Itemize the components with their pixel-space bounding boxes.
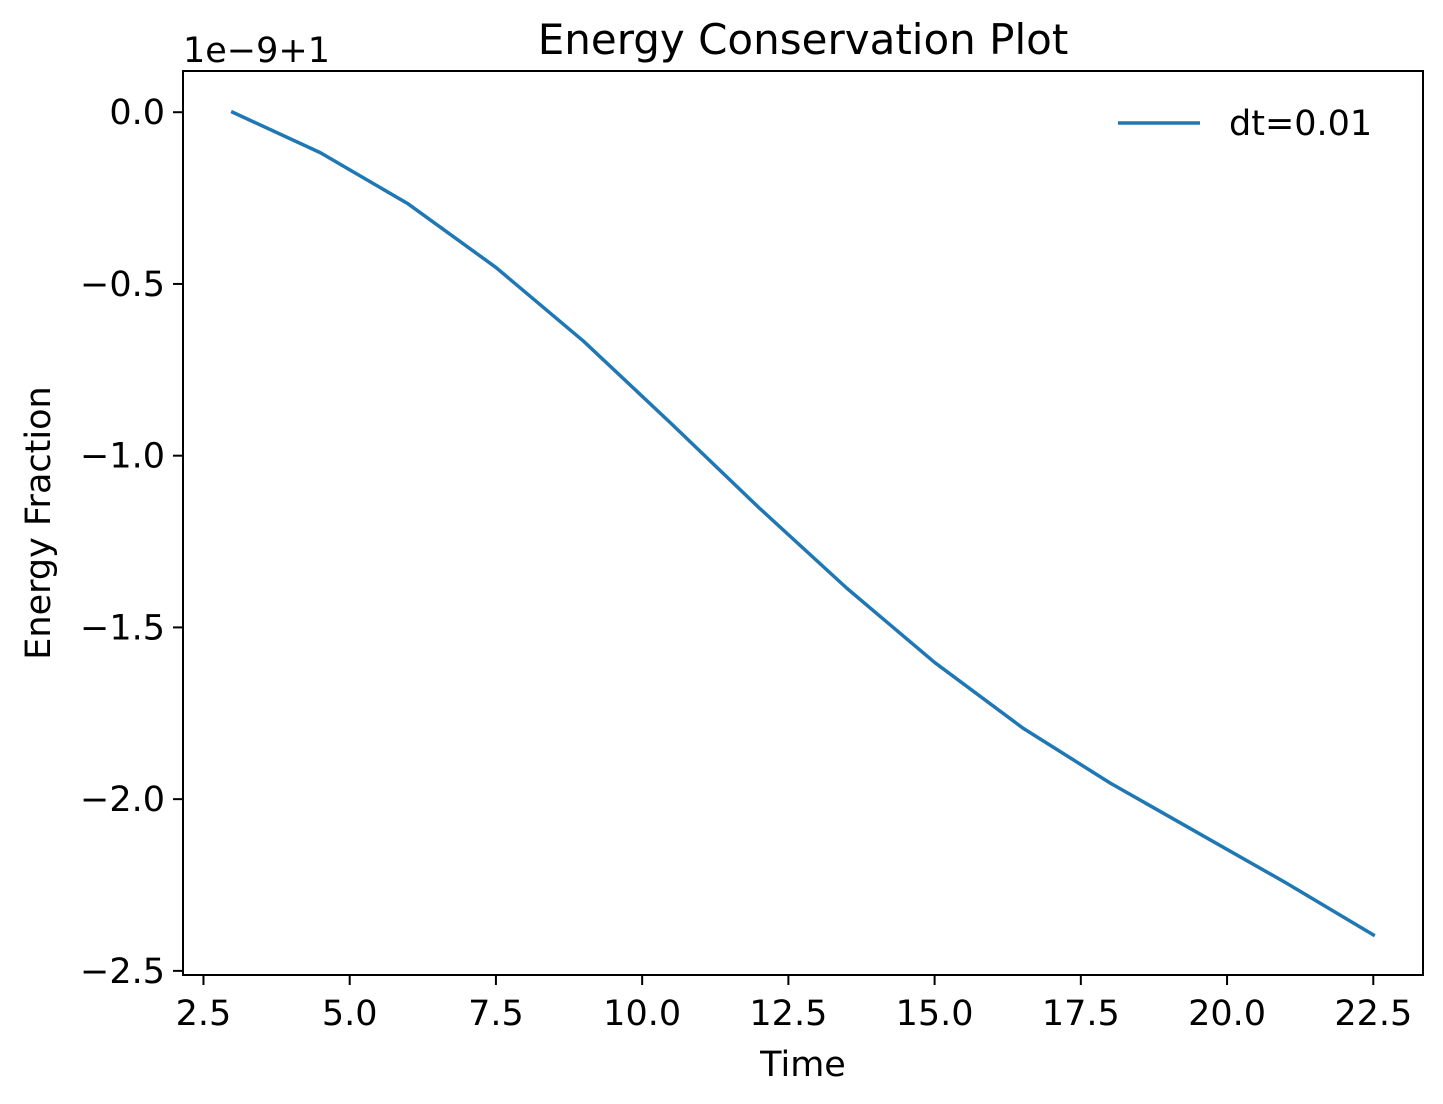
legend: dt=0.01 [1118,104,1372,144]
y-axis-ticks: 0.0 −0.5 −1.0 −1.5 −2.0 −2.5 [80,93,183,992]
y-tick-label: −0.5 [80,265,165,305]
x-axis-ticks: 2.5 5.0 7.5 10.0 12.5 15.0 17.5 20.0 22.5 [176,975,1412,1034]
x-tick-label: 10.0 [603,994,681,1034]
y-tick-label: −1.0 [80,437,165,477]
y-axis-label: Energy Fraction [19,386,59,659]
legend-label: dt=0.01 [1229,104,1372,144]
x-tick-label: 22.5 [1334,994,1412,1034]
x-tick-label: 20.0 [1188,994,1266,1034]
y-tick-label: −2.5 [80,952,165,992]
plot-frame [182,70,1424,976]
chart-title: Energy Conservation Plot [538,15,1069,64]
series-layer [230,109,1376,938]
y-tick-label: −2.0 [80,780,165,820]
y-offset-label: 1e−9+1 [183,31,330,71]
series-line [230,109,1376,938]
x-tick-label: 17.5 [1042,994,1120,1034]
x-tick-label: 15.0 [896,994,974,1034]
x-tick-label: 12.5 [749,994,827,1034]
x-tick-label: 2.5 [176,994,232,1034]
x-tick-label: 5.0 [322,994,378,1034]
y-tick-label: −1.5 [80,608,165,648]
x-axis-label: Time [759,1045,846,1085]
x-tick-label: 7.5 [468,994,524,1034]
y-tick-label: 0.0 [109,93,165,133]
